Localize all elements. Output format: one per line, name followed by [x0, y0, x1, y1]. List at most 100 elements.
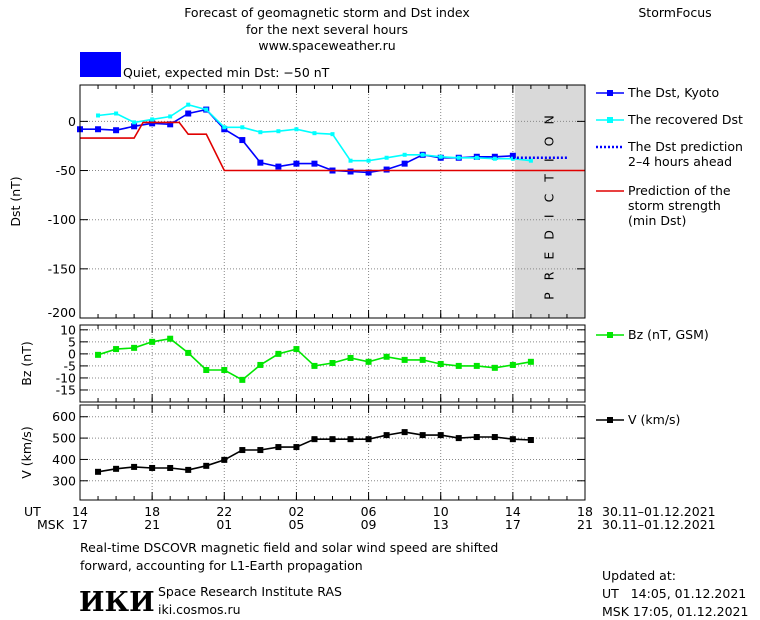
y-tick-label: -200 [48, 305, 76, 320]
series-marker [438, 154, 443, 159]
legend-marker [607, 332, 613, 338]
series-marker [311, 160, 318, 167]
series-marker [293, 444, 300, 451]
x-tick-label: 18 [144, 504, 160, 519]
series-marker [150, 117, 155, 122]
x-tick-label: 05 [288, 517, 304, 532]
series-marker [167, 464, 174, 471]
legend-marker [607, 117, 613, 123]
x-tick-label: 13 [433, 517, 449, 532]
series-marker [239, 137, 246, 144]
series-marker [401, 356, 408, 363]
series-marker [167, 121, 174, 128]
series-marker [275, 163, 282, 170]
x-tick-label: 14 [505, 504, 521, 519]
series-marker [95, 351, 102, 358]
series-group [95, 335, 534, 383]
series-line [97, 337, 532, 381]
series-marker [221, 366, 228, 373]
title-line: Forecast of geomagnetic storm and Dst in… [184, 5, 470, 20]
legend-label: The Dst prediction 2–4 hours ahead [627, 139, 743, 169]
series-marker [402, 152, 407, 157]
prediction-label: PREDICTION [541, 103, 556, 300]
y-axis-label: V (km/s) [19, 426, 34, 478]
series-marker [203, 366, 210, 373]
y-axis-label: Dst (nT) [8, 176, 23, 226]
series-marker [239, 376, 246, 383]
site: iki.cosmos.ru [158, 602, 241, 617]
series-marker [347, 354, 354, 361]
legend-label: V (km/s) [628, 412, 680, 427]
series-marker [167, 335, 174, 342]
series-marker [114, 111, 119, 116]
series-marker [492, 156, 497, 161]
msk-row-label: MSK [37, 517, 65, 532]
series-marker [132, 120, 137, 125]
series-marker [401, 429, 408, 436]
x-tick-label: 01 [216, 517, 232, 532]
x-tick-label: 02 [288, 504, 304, 519]
legend-marker [607, 417, 613, 423]
series-marker [473, 362, 480, 369]
series-marker [365, 169, 372, 176]
series-marker [474, 155, 479, 160]
series-marker [455, 362, 462, 369]
y-tick-label: -5 [64, 358, 76, 373]
legend-label: Prediction of the storm strength (min Dst) [628, 183, 731, 228]
series-marker [185, 349, 192, 356]
series-marker [491, 364, 498, 371]
series-marker [186, 102, 191, 107]
series-marker [131, 344, 138, 351]
y-tick-label: 500 [52, 431, 76, 446]
ut-row-label: UT [24, 504, 41, 519]
series-marker [383, 432, 390, 439]
series-marker [95, 468, 102, 475]
series-marker [330, 132, 335, 137]
series-marker [149, 338, 156, 345]
series-marker [257, 361, 264, 368]
series-marker [222, 125, 227, 130]
series-group [95, 429, 534, 475]
series-marker [347, 436, 354, 443]
series-marker [311, 436, 318, 443]
series-marker [348, 158, 353, 163]
plot-frame [79, 84, 586, 319]
title-line: www.spaceweather.ru [258, 38, 395, 53]
series-marker [149, 464, 156, 471]
series-marker [240, 125, 245, 130]
series-marker [401, 160, 408, 167]
x-tick-label: 21 [577, 517, 593, 532]
series-marker [365, 358, 372, 365]
footer-note: forward, accounting for L1-Earth propaga… [80, 558, 363, 573]
x-tick-label: 18 [577, 504, 593, 519]
series-group [77, 102, 585, 176]
series-marker [203, 462, 210, 469]
series-marker [221, 456, 228, 463]
footer-note: Real-time DSCOVR magnetic field and sola… [80, 540, 498, 555]
series-marker [420, 152, 425, 157]
legend-label: The Dst, Kyoto [627, 85, 719, 100]
series-marker [257, 159, 264, 166]
y-tick-label: -100 [48, 212, 76, 227]
date-range: 30.11–01.12.2021 [602, 504, 716, 519]
x-tick-label: 06 [361, 504, 377, 519]
series-marker [185, 110, 192, 117]
x-tick-label: 14 [72, 504, 88, 519]
series-marker [294, 127, 299, 132]
series-marker [383, 166, 390, 173]
series-marker [276, 129, 281, 134]
series-marker [509, 361, 516, 368]
x-tick-label: 10 [433, 504, 449, 519]
y-tick-label: 0 [68, 346, 76, 361]
series-marker [293, 160, 300, 167]
legend-label: The recovered Dst [627, 112, 743, 127]
series-marker [149, 120, 156, 127]
series-marker [275, 350, 282, 357]
series-marker [113, 346, 120, 353]
series-marker [509, 436, 516, 443]
series-marker [258, 130, 263, 135]
series-marker [419, 432, 426, 439]
series-marker [131, 463, 138, 470]
series-marker [131, 123, 138, 130]
